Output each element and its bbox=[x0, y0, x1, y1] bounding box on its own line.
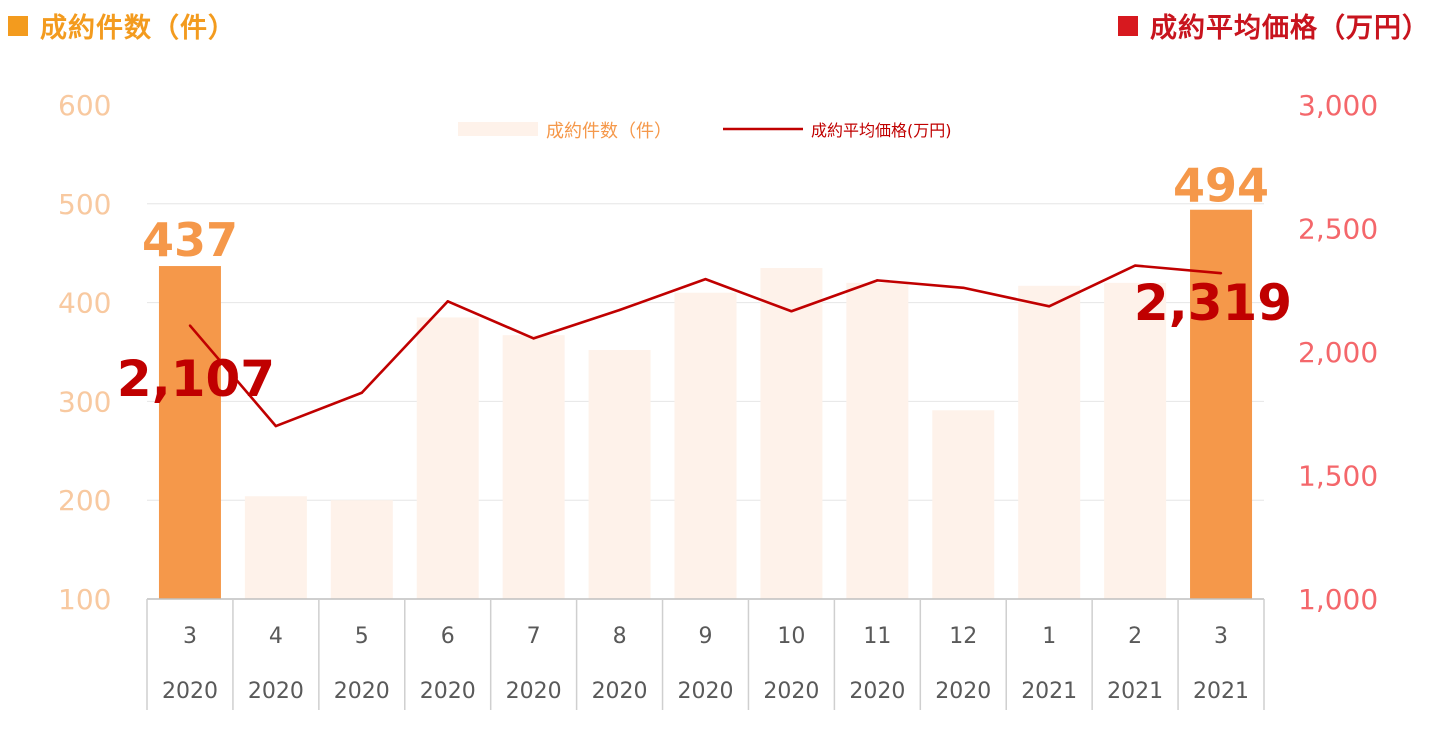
right-axis-tick: 1,500 bbox=[1298, 460, 1378, 493]
x-tick-month: 12 bbox=[949, 624, 977, 649]
price-point bbox=[274, 424, 278, 428]
right-axis-title: 成約平均価格（万円） bbox=[1118, 6, 1430, 45]
x-tick-month: 1 bbox=[1042, 624, 1056, 649]
bar bbox=[244, 496, 307, 599]
left-axis-title-text: 成約件数（件） bbox=[40, 13, 236, 44]
price-point bbox=[1133, 264, 1137, 267]
x-tick-month: 3 bbox=[1214, 624, 1228, 649]
left-axis-tick: 400 bbox=[58, 287, 111, 320]
left-axis-tick: 600 bbox=[58, 89, 111, 122]
price-point bbox=[532, 337, 535, 340]
price-point bbox=[1047, 305, 1051, 308]
x-tick-year: 2021 bbox=[1021, 679, 1077, 704]
legend-label-count: 成約件数（件） bbox=[546, 121, 672, 142]
red-square-icon bbox=[1118, 15, 1138, 36]
right-axis-tick: 1,000 bbox=[1298, 583, 1378, 616]
x-tick-month: 2 bbox=[1128, 624, 1142, 649]
left-axis-tick: 300 bbox=[58, 385, 111, 418]
bar bbox=[588, 350, 651, 599]
x-tick-year: 2020 bbox=[162, 679, 218, 704]
right-axis-tick: 2,500 bbox=[1298, 213, 1378, 246]
left-axis-title: 成約件数（件） bbox=[8, 6, 236, 45]
data-label-count: 437 bbox=[142, 213, 238, 267]
bar bbox=[674, 292, 737, 599]
x-tick-year: 2020 bbox=[334, 679, 390, 704]
x-tick-year: 2020 bbox=[678, 679, 734, 704]
price-point bbox=[704, 277, 707, 281]
price-point bbox=[188, 324, 192, 327]
right-axis-tick: 2,000 bbox=[1298, 336, 1378, 369]
x-tick-month: 11 bbox=[863, 624, 891, 649]
data-label-price: 2,319 bbox=[1134, 274, 1292, 332]
x-tick-year: 2020 bbox=[506, 679, 562, 704]
bar bbox=[1018, 285, 1081, 599]
data-label-price: 2,107 bbox=[117, 350, 275, 408]
bar bbox=[760, 268, 823, 599]
price-point bbox=[962, 286, 965, 289]
bar bbox=[1104, 282, 1167, 599]
x-tick-month: 10 bbox=[777, 624, 805, 649]
x-tick-year: 2020 bbox=[763, 679, 819, 704]
x-tick-month: 4 bbox=[269, 624, 283, 649]
legend-swatch-count bbox=[458, 122, 538, 136]
left-axis-tick: 500 bbox=[58, 188, 111, 221]
bar bbox=[416, 317, 479, 599]
x-tick-month: 8 bbox=[613, 624, 627, 649]
bar bbox=[330, 500, 393, 599]
price-point bbox=[790, 310, 793, 313]
bar bbox=[502, 335, 565, 599]
legend: 成約件数（件） 成約平均価格(万円) bbox=[458, 121, 952, 142]
x-tick-year: 2020 bbox=[420, 679, 476, 704]
orange-square-icon bbox=[8, 15, 28, 36]
x-tick-year: 2020 bbox=[849, 679, 905, 704]
bar bbox=[932, 410, 995, 599]
right-axis-tick: 3,000 bbox=[1298, 89, 1378, 122]
x-tick-year: 2021 bbox=[1193, 679, 1249, 704]
x-tick-month: 3 bbox=[183, 624, 197, 649]
price-point bbox=[1219, 272, 1223, 275]
legend-label-price: 成約平均価格(万円) bbox=[811, 121, 952, 140]
x-tick-year: 2021 bbox=[1107, 679, 1163, 704]
bar bbox=[846, 282, 909, 599]
price-point bbox=[876, 279, 879, 282]
x-tick-year: 2020 bbox=[248, 679, 304, 704]
price-point bbox=[360, 391, 364, 394]
left-axis-tick: 200 bbox=[58, 484, 111, 517]
price-point bbox=[618, 308, 621, 312]
right-axis-title-text: 成約平均価格（万円） bbox=[1150, 13, 1430, 44]
bar bbox=[1190, 209, 1253, 599]
x-tick-month: 6 bbox=[441, 624, 455, 649]
x-tick-month: 7 bbox=[527, 624, 541, 649]
x-tick-year: 2020 bbox=[935, 679, 991, 704]
x-tick-year: 2020 bbox=[592, 679, 648, 704]
price-point bbox=[446, 300, 449, 303]
x-tick-month: 9 bbox=[699, 624, 713, 649]
x-tick-month: 5 bbox=[355, 624, 369, 649]
data-label-count: 494 bbox=[1173, 159, 1269, 213]
left-axis-tick: 100 bbox=[58, 583, 111, 616]
bar bbox=[158, 266, 221, 599]
